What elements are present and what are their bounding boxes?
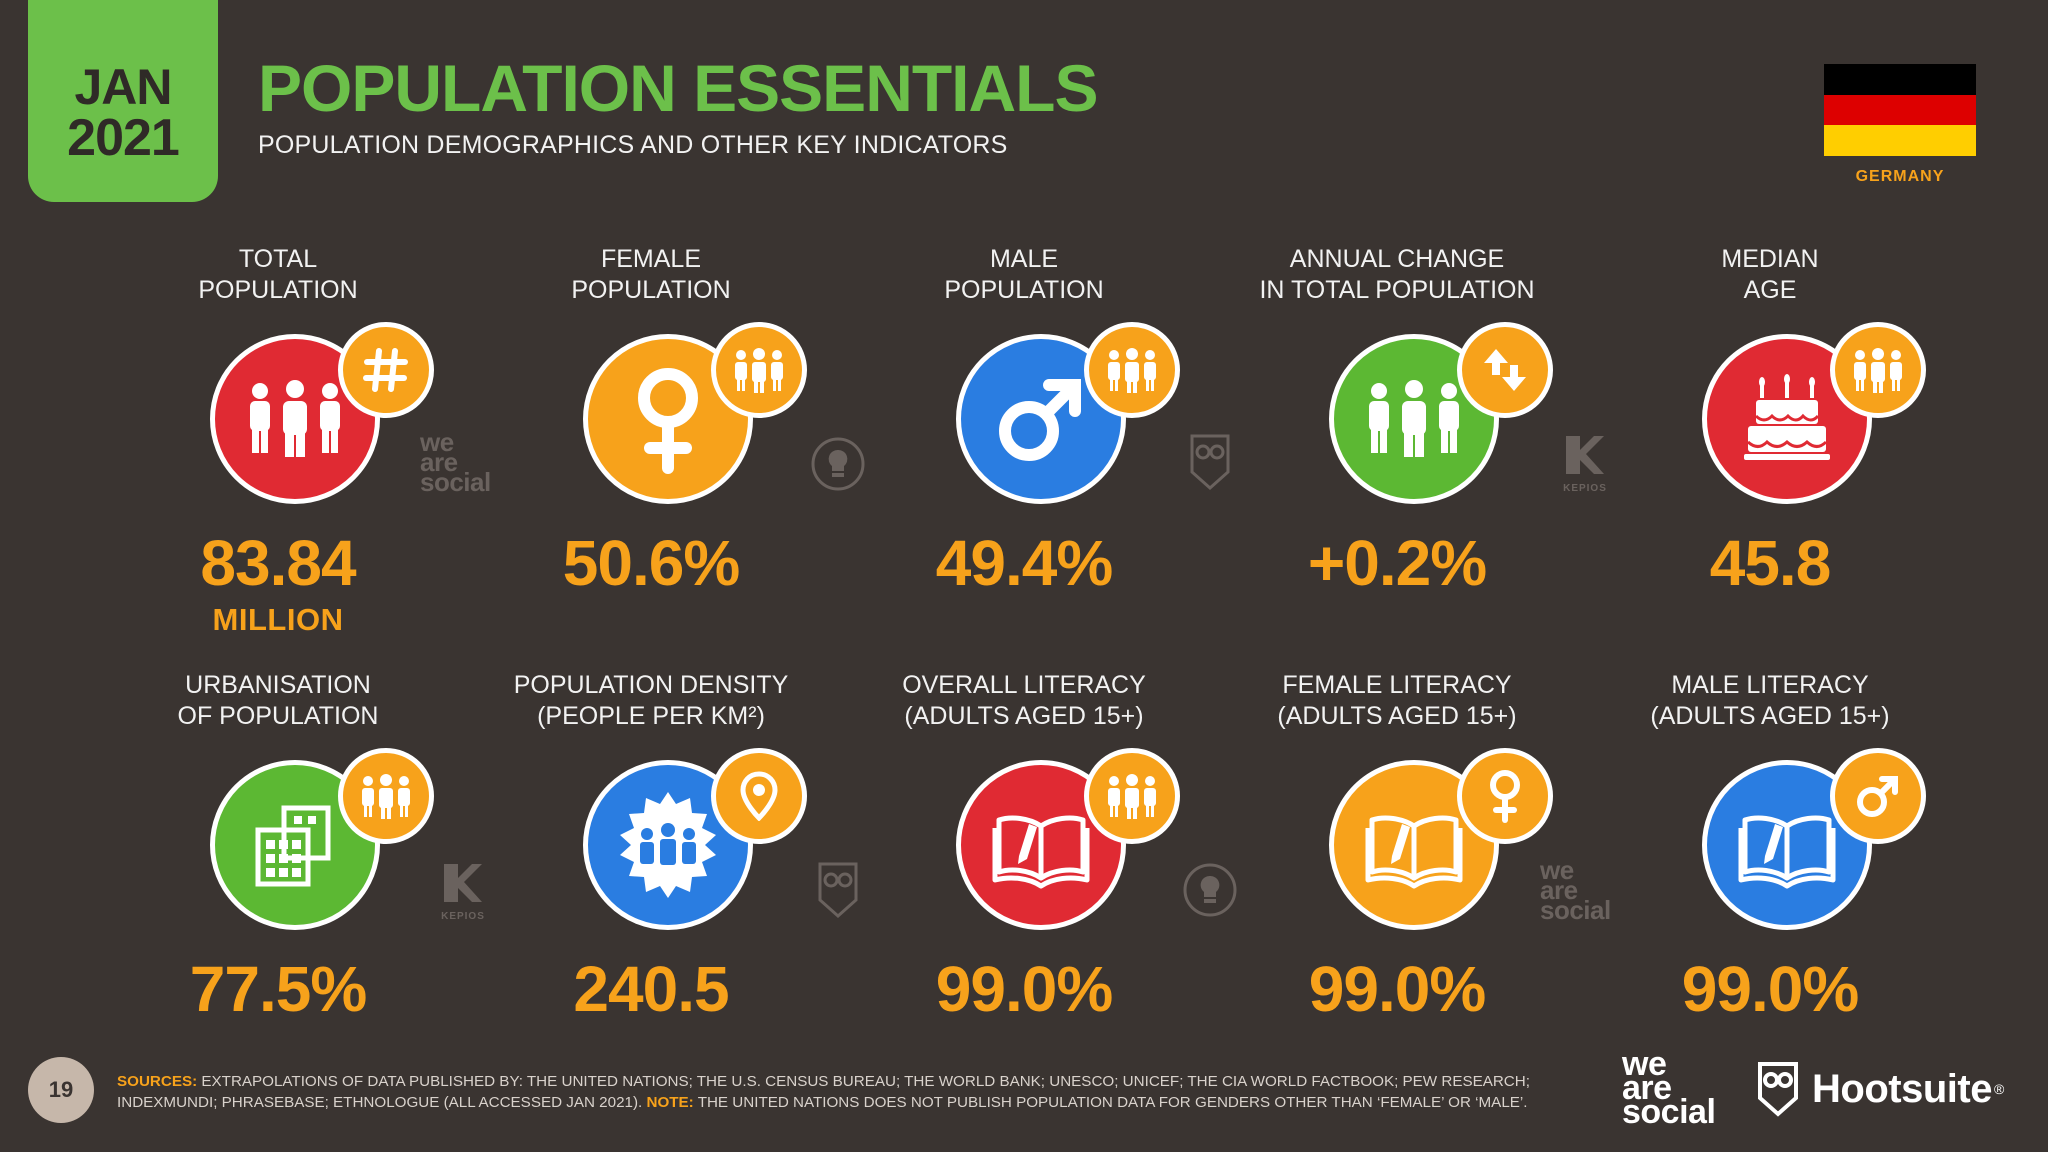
country-label: GERMANY — [1855, 168, 1945, 185]
up-down-arrows-icon — [1457, 322, 1553, 418]
people-icon — [338, 748, 434, 844]
stat-male-literacy: MALE LITERACY (ADULTS AGED 15+) 99.0% — [1620, 670, 1926, 1026]
stat-value: 83.84 — [200, 527, 356, 599]
date-month: JAN — [74, 59, 172, 115]
people-icon — [1084, 748, 1180, 844]
stat-female-population: FEMALE POPULATION 50.6% — [501, 244, 807, 600]
page-number: 19 — [28, 1057, 94, 1123]
stat-median-age: MEDIAN AGE 45.8 — [1620, 244, 1926, 600]
date-badge: JAN 2021 — [28, 0, 218, 202]
stat-value: 77.5% — [189, 953, 367, 1025]
stat-female-literacy: FEMALE LITERACY (ADULTS AGED 15+) 99.0% — [1247, 670, 1553, 1026]
hootsuite-owl-icon — [1758, 1062, 1798, 1117]
germany-flag-icon — [1824, 64, 1976, 157]
stat-male-population: MALE POPULATION 49.4% — [874, 244, 1180, 600]
stat-label: MEDIAN AGE — [1721, 245, 1819, 304]
sources-note: SOURCES: EXTRAPOLATIONS OF DATA PUBLISHE… — [117, 1073, 1530, 1111]
stat-label: POPULATION DENSITY (PEOPLE PER KM²) — [513, 671, 789, 730]
stat-annual-change: ANNUAL CHANGE IN TOTAL POPULATION +0.2% — [1247, 244, 1553, 600]
lightbulb-icon — [810, 436, 866, 497]
hootsuite-owl-watermark-icon — [816, 860, 860, 925]
stat-population-density: POPULATION DENSITY (PEOPLE PER KM²) 240.… — [501, 670, 807, 1026]
kepios-watermark: KEPIOS — [438, 860, 488, 922]
date-year: 2021 — [67, 109, 180, 167]
stat-value: +0.2% — [1307, 527, 1487, 599]
stat-unit: MILLION — [212, 602, 344, 637]
people-icon — [1084, 322, 1180, 418]
stat-value: 99.0% — [1308, 953, 1486, 1025]
stat-value: 50.6% — [562, 527, 740, 599]
kepios-logo-icon — [1566, 436, 1604, 474]
stat-value: 240.5 — [573, 953, 729, 1025]
hootsuite-logo: Hootsuite ® — [1756, 1060, 2004, 1118]
we-are-social-watermark: we are social — [1540, 855, 1611, 925]
book-pen-icon — [1702, 760, 1872, 930]
page-subtitle: POPULATION DEMOGRAPHICS AND OTHER KEY IN… — [258, 131, 1008, 159]
stat-total-population: TOTAL POPULATION 83.84 MILLION — [128, 244, 434, 638]
hash-icon — [338, 322, 434, 418]
stat-label: ANNUAL CHANGE IN TOTAL POPULATION — [1259, 245, 1535, 304]
stat-label: FEMALE POPULATION — [571, 245, 731, 304]
page-title: POPULATION ESSENTIALS — [258, 51, 1099, 125]
birthday-cake-icon — [1702, 334, 1872, 504]
people-icon — [711, 322, 807, 418]
stat-value: 99.0% — [935, 953, 1113, 1025]
buildings-icon — [210, 760, 380, 930]
stat-label: URBANISATION OF POPULATION — [177, 671, 379, 730]
stat-label: MALE LITERACY (ADULTS AGED 15+) — [1650, 671, 1890, 730]
stat-value: 49.4% — [935, 527, 1113, 599]
we-are-social-logo: we are social — [1622, 1045, 1716, 1131]
male-symbol-icon — [1830, 748, 1926, 844]
stat-label: OVERALL LITERACY (ADULTS AGED 15+) — [902, 671, 1146, 730]
stat-value: 45.8 — [1709, 527, 1832, 599]
stat-label: FEMALE LITERACY (ADULTS AGED 15+) — [1277, 671, 1517, 730]
stat-label: MALE POPULATION — [944, 245, 1104, 304]
kepios-logo-icon — [444, 864, 482, 902]
stat-label: TOTAL POPULATION — [198, 245, 358, 304]
people-icon — [1830, 322, 1926, 418]
female-symbol-icon — [1457, 748, 1553, 844]
lightbulb-icon — [1182, 862, 1238, 923]
stat-urbanisation: URBANISATION OF POPULATION 77.5% — [128, 670, 434, 1026]
map-pin-icon — [711, 748, 807, 844]
stat-overall-literacy: OVERALL LITERACY (ADULTS AGED 15+) 99.0% — [874, 670, 1180, 1026]
stat-value: 99.0% — [1681, 953, 1859, 1025]
hootsuite-owl-watermark-icon — [1188, 432, 1232, 497]
kepios-watermark: KEPIOS — [1560, 432, 1610, 494]
we-are-social-watermark: we are social — [420, 427, 491, 497]
